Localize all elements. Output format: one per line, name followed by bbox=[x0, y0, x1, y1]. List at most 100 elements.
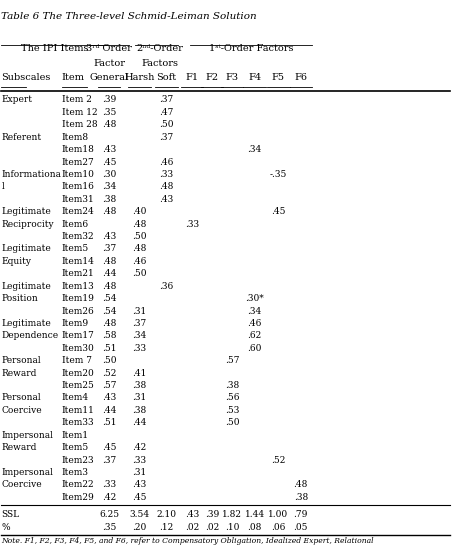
Text: 3ʳᵈ Order: 3ʳᵈ Order bbox=[86, 44, 131, 54]
Text: l: l bbox=[1, 182, 4, 191]
Text: .41: .41 bbox=[132, 369, 146, 377]
Text: F6: F6 bbox=[294, 73, 307, 82]
Text: Item1: Item1 bbox=[62, 430, 89, 440]
Text: Item 12: Item 12 bbox=[62, 108, 97, 117]
Text: Item4: Item4 bbox=[62, 393, 89, 403]
Text: .50: .50 bbox=[159, 120, 173, 129]
Text: Item24: Item24 bbox=[62, 207, 94, 216]
Text: 6.25: 6.25 bbox=[99, 510, 119, 519]
Text: .79: .79 bbox=[293, 510, 307, 519]
Text: Dependence: Dependence bbox=[1, 331, 58, 340]
Text: Item21: Item21 bbox=[62, 269, 94, 278]
Text: F5: F5 bbox=[271, 73, 284, 82]
Text: Note. F1, F2, F3, F4, F5, and F6, refer to Compensatory Obligation, Idealized Ex: Note. F1, F2, F3, F4, F5, and F6, refer … bbox=[1, 537, 373, 545]
Text: .33: .33 bbox=[159, 170, 173, 179]
Text: F1: F1 bbox=[185, 73, 198, 82]
Text: .46: .46 bbox=[247, 319, 261, 328]
Text: Item14: Item14 bbox=[62, 257, 94, 266]
Text: .43: .43 bbox=[159, 195, 173, 204]
Text: Subscales: Subscales bbox=[1, 73, 50, 82]
Text: .44: .44 bbox=[101, 406, 116, 415]
Text: .53: .53 bbox=[225, 406, 239, 415]
Text: .60: .60 bbox=[247, 344, 261, 353]
Text: .56: .56 bbox=[225, 393, 239, 403]
Text: Item: Item bbox=[62, 73, 85, 82]
Text: Item6: Item6 bbox=[62, 220, 89, 229]
Text: .48: .48 bbox=[101, 257, 116, 266]
Text: .62: .62 bbox=[247, 331, 261, 340]
Text: .31: .31 bbox=[132, 468, 146, 477]
Text: Reward: Reward bbox=[1, 443, 37, 452]
Text: 3.54: 3.54 bbox=[129, 510, 149, 519]
Text: .50: .50 bbox=[132, 232, 146, 241]
Text: Item 7: Item 7 bbox=[62, 356, 92, 365]
Text: .37: .37 bbox=[101, 456, 116, 464]
Text: .52: .52 bbox=[270, 456, 285, 464]
Text: .45: .45 bbox=[101, 158, 116, 166]
Text: .39: .39 bbox=[205, 510, 219, 519]
Text: .48: .48 bbox=[132, 245, 146, 253]
Text: .52: .52 bbox=[101, 369, 116, 377]
Text: Item 2: Item 2 bbox=[62, 96, 92, 104]
Text: Soft: Soft bbox=[156, 73, 176, 82]
Text: .44: .44 bbox=[101, 269, 116, 278]
Text: Reward: Reward bbox=[1, 369, 37, 377]
Text: .30: .30 bbox=[101, 170, 116, 179]
Text: Item27: Item27 bbox=[62, 158, 94, 166]
Text: Informationa: Informationa bbox=[1, 170, 61, 179]
Text: .33: .33 bbox=[184, 220, 199, 229]
Text: Reciprocity: Reciprocity bbox=[1, 220, 54, 229]
Text: .50: .50 bbox=[101, 356, 116, 365]
Text: .45: .45 bbox=[270, 207, 285, 216]
Text: .02: .02 bbox=[184, 523, 199, 532]
Text: .48: .48 bbox=[159, 182, 173, 191]
Text: .45: .45 bbox=[132, 493, 146, 502]
Text: Coercive: Coercive bbox=[1, 406, 42, 415]
Text: Equity: Equity bbox=[1, 257, 31, 266]
Text: .42: .42 bbox=[101, 493, 116, 502]
Text: Item17: Item17 bbox=[62, 331, 94, 340]
Text: 2ⁿᵈ-Order: 2ⁿᵈ-Order bbox=[136, 44, 182, 54]
Text: .30*: .30* bbox=[245, 294, 263, 303]
Text: Item 28: Item 28 bbox=[62, 120, 97, 129]
Text: .38: .38 bbox=[132, 406, 146, 415]
Text: Item13: Item13 bbox=[62, 282, 94, 291]
Text: 1.44: 1.44 bbox=[244, 510, 264, 519]
Text: Item25: Item25 bbox=[62, 381, 94, 390]
Text: The IPI Items: The IPI Items bbox=[21, 44, 89, 54]
Text: Item11: Item11 bbox=[62, 406, 94, 415]
Text: %: % bbox=[1, 523, 10, 532]
Text: .34: .34 bbox=[132, 331, 146, 340]
Text: .43: .43 bbox=[101, 145, 116, 154]
Text: .45: .45 bbox=[101, 443, 116, 452]
Text: General: General bbox=[89, 73, 128, 82]
Text: .57: .57 bbox=[225, 356, 239, 365]
Text: .12: .12 bbox=[159, 523, 173, 532]
Text: .51: .51 bbox=[101, 344, 116, 353]
Text: .35: .35 bbox=[101, 108, 116, 117]
Text: .44: .44 bbox=[132, 418, 146, 427]
Text: Item8: Item8 bbox=[62, 133, 89, 142]
Text: Item10: Item10 bbox=[62, 170, 94, 179]
Text: Personal: Personal bbox=[1, 393, 41, 403]
Text: .31: .31 bbox=[132, 393, 146, 403]
Text: Item30: Item30 bbox=[62, 344, 94, 353]
Text: .34: .34 bbox=[247, 306, 261, 316]
Text: Item5: Item5 bbox=[62, 443, 89, 452]
Text: .05: .05 bbox=[293, 523, 307, 532]
Text: .39: .39 bbox=[101, 96, 116, 104]
Text: .33: .33 bbox=[102, 480, 116, 490]
Text: Legitimate: Legitimate bbox=[1, 282, 51, 291]
Text: .43: .43 bbox=[101, 232, 116, 241]
Text: .08: .08 bbox=[247, 523, 261, 532]
Text: .35: .35 bbox=[101, 523, 116, 532]
Text: Item20: Item20 bbox=[62, 369, 94, 377]
Text: .33: .33 bbox=[132, 456, 146, 464]
Text: .42: .42 bbox=[132, 443, 146, 452]
Text: Item32: Item32 bbox=[62, 232, 94, 241]
Text: 1ˢᵗ-Order Factors: 1ˢᵗ-Order Factors bbox=[208, 44, 293, 54]
Text: SSL: SSL bbox=[1, 510, 19, 519]
Text: Factor: Factor bbox=[93, 59, 125, 68]
Text: Coercive: Coercive bbox=[1, 480, 42, 490]
Text: .47: .47 bbox=[159, 108, 173, 117]
